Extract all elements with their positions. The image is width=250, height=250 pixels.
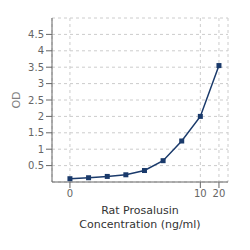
svg-text:3.5: 3.5 [28,62,44,73]
svg-text:10: 10 [194,188,207,199]
svg-text:OD: OD [10,91,23,108]
svg-text:3: 3 [38,78,44,89]
svg-text:0.5: 0.5 [28,160,44,171]
svg-text:20: 20 [213,188,226,199]
svg-text:0: 0 [67,188,73,199]
svg-text:2: 2 [38,111,44,122]
svg-text:1: 1 [38,144,44,155]
svg-text:4: 4 [38,45,44,56]
html-text:Concentration (ng/ml): Concentration (ng/ml) [79,218,201,231]
svg-text:2.5: 2.5 [28,95,44,106]
svg-text:1.5: 1.5 [28,127,44,138]
html-text:Rat Prosalusin: Rat Prosalusin [101,204,179,217]
svg-text:4.5: 4.5 [28,29,44,40]
